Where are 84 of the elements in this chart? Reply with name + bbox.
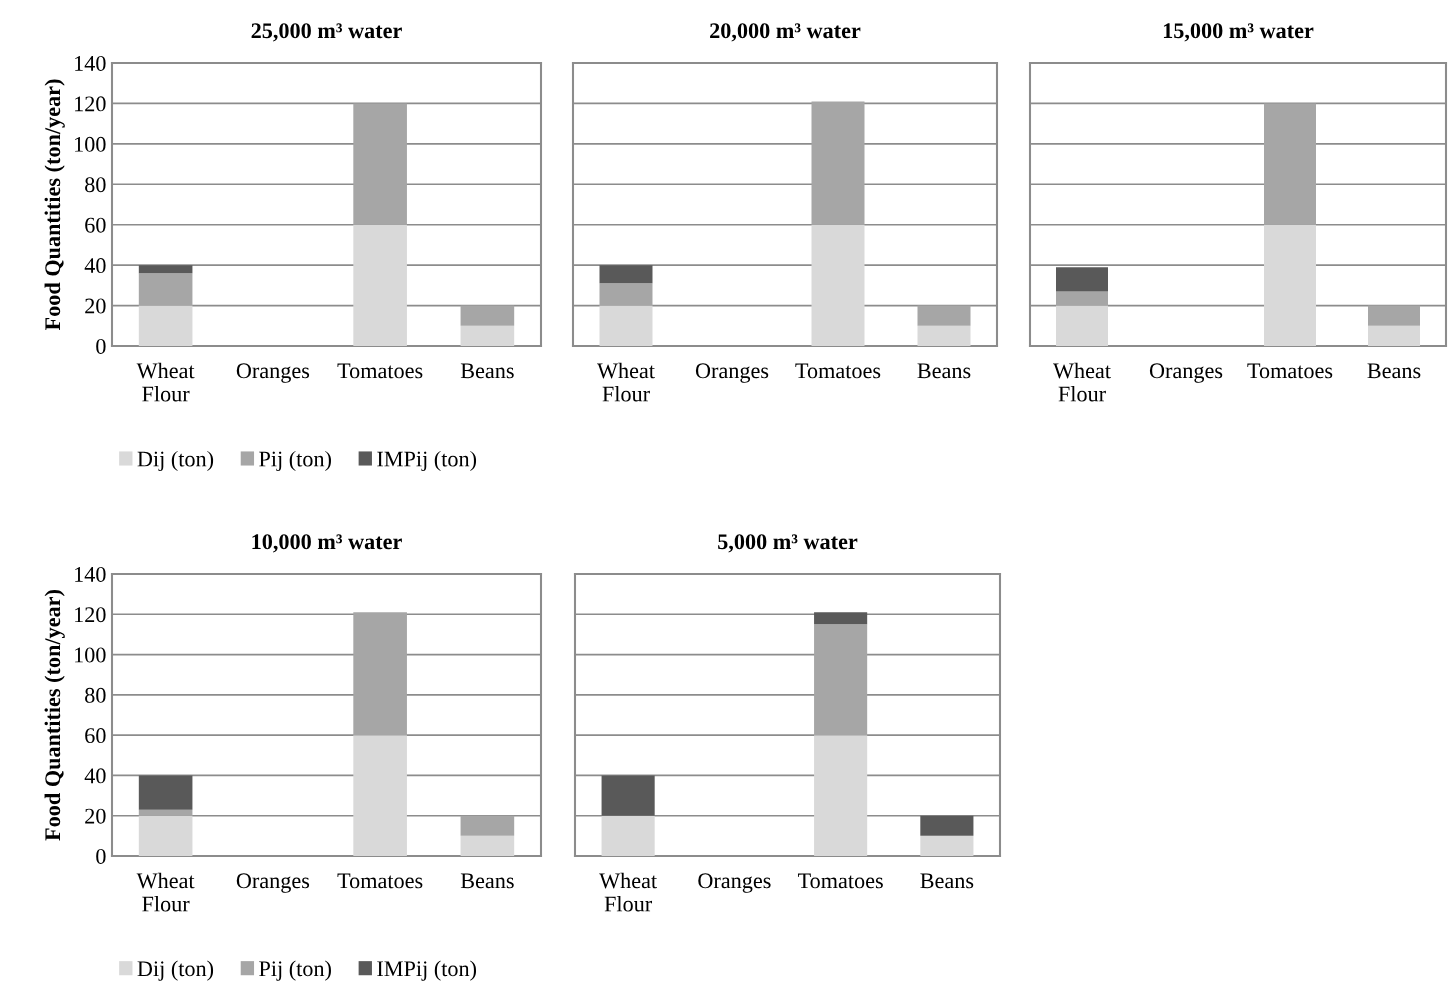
x-tick-label: Oranges — [698, 873, 771, 893]
bar — [353, 612, 407, 736]
y-tick-label: 20 — [85, 298, 106, 314]
x-tick-label: Oranges — [1149, 363, 1223, 383]
x-tick-label: Tomatoes — [337, 363, 423, 379]
y-axis-title: Food Quantities (ton/year) — [44, 590, 65, 841]
bar — [814, 612, 868, 625]
y-tick-label: 120 — [75, 96, 106, 112]
x-tick-label: Wheat Flour — [599, 872, 657, 912]
bar — [460, 305, 515, 326]
bar — [601, 815, 655, 856]
bar — [599, 265, 653, 284]
bar — [138, 273, 193, 306]
y-tick-label: 0 — [96, 338, 106, 354]
bar — [353, 103, 407, 225]
bar — [917, 325, 971, 346]
y-tick-label: 60 — [85, 217, 106, 233]
bar — [599, 283, 653, 306]
y-tick-label: 120 — [75, 607, 106, 623]
x-tick-label: Tomatoes — [1247, 363, 1333, 379]
y-tick-label: 60 — [85, 728, 106, 744]
y-tick-label: 40 — [84, 258, 106, 274]
legend-label: Dij (ton) — [137, 450, 214, 472]
x-tick-label: Oranges — [236, 873, 310, 893]
bar — [811, 224, 865, 346]
bar — [1056, 291, 1108, 306]
bar — [460, 835, 515, 856]
bar — [1264, 103, 1316, 225]
bar — [1056, 267, 1108, 292]
x-tick-label: Oranges — [695, 363, 769, 383]
y-axis-title: Food Quantities (ton/year) — [44, 79, 65, 331]
bar — [138, 809, 193, 816]
bar — [138, 775, 193, 810]
chart-title: 20,000 m³ water — [710, 23, 861, 42]
bar — [601, 775, 655, 816]
y-tick-label: 100 — [75, 647, 106, 663]
x-tick-label: Wheat Flour — [136, 872, 195, 912]
x-tick-label: Oranges — [236, 363, 310, 383]
bar — [1368, 305, 1420, 326]
bar — [353, 224, 407, 346]
y-tick-label: 0 — [96, 848, 106, 864]
y-tick-label: 20 — [85, 808, 106, 824]
x-tick-label: Beans — [917, 363, 971, 379]
chart-title: 5,000 m³ water — [718, 534, 858, 553]
chart-title: 25,000 m³ water — [251, 23, 402, 42]
y-tick-label: 100 — [75, 136, 106, 152]
y-tick-label: 140 — [75, 55, 106, 71]
y-tick-label: 140 — [75, 566, 106, 582]
bar — [138, 305, 193, 346]
chart-title: 15,000 m³ water — [1163, 23, 1314, 42]
bar — [1056, 305, 1108, 346]
x-tick-label: Tomatoes — [797, 873, 883, 889]
legend-label: IMPij (ton) — [377, 450, 477, 472]
legend-label: Pij (ton) — [259, 960, 331, 981]
y-tick-label: 80 — [85, 687, 106, 703]
y-tick-label: 80 — [85, 177, 106, 193]
bar — [1368, 325, 1420, 346]
x-tick-label: Tomatoes — [337, 873, 423, 889]
y-tick-label: 40 — [84, 768, 106, 784]
legend-label: IMPij (ton) — [377, 960, 477, 981]
x-tick-label: Wheat Flour — [597, 362, 655, 402]
chart-title: 10,000 m³ water — [252, 534, 402, 553]
bar — [917, 305, 971, 326]
x-tick-label: Beans — [460, 873, 514, 889]
legend-label: Pij (ton) — [259, 450, 331, 472]
bar — [920, 835, 974, 856]
bar — [460, 325, 515, 346]
bar — [920, 815, 974, 836]
x-tick-label: Wheat Flour — [1053, 362, 1111, 402]
bar — [353, 735, 407, 856]
bar — [138, 265, 193, 274]
bar — [138, 815, 193, 856]
bar — [814, 624, 868, 736]
x-tick-label: Wheat Flour — [136, 362, 195, 402]
x-tick-label: Beans — [1367, 363, 1421, 379]
legend-label: Dij (ton) — [137, 960, 214, 981]
x-tick-label: Beans — [920, 873, 974, 889]
x-tick-label: Beans — [460, 363, 514, 379]
bar — [814, 735, 868, 856]
bar — [1264, 224, 1316, 346]
x-tick-label: Tomatoes — [795, 363, 881, 379]
bar — [811, 101, 865, 225]
bar — [460, 815, 515, 836]
bar — [599, 305, 653, 346]
